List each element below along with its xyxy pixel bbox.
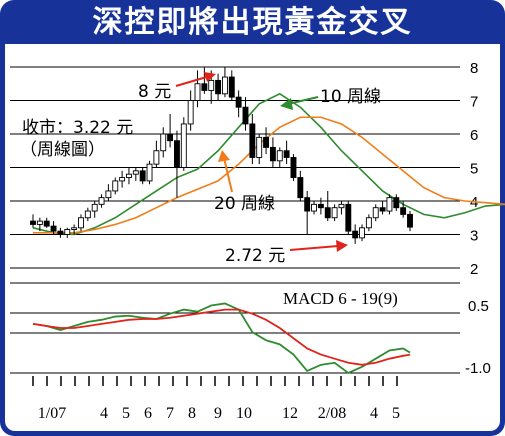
candle-body <box>242 106 249 125</box>
candle-body <box>64 229 71 235</box>
x-tick-label: 5 <box>392 405 400 422</box>
candle-body <box>263 136 270 148</box>
macd-line <box>32 302 411 375</box>
x-tick-label: 1/07 <box>38 405 66 422</box>
ma20-arrowhead <box>218 150 230 162</box>
candle-body <box>393 197 400 209</box>
x-tick-label: 9 <box>214 405 222 422</box>
y-tick-label: 8 <box>470 60 478 77</box>
macd-tick-label: 0.5 <box>468 298 489 315</box>
signal-line <box>32 308 411 366</box>
candle-body <box>228 76 235 98</box>
candle-body <box>187 100 194 125</box>
candle-body <box>78 217 84 229</box>
candle-body <box>311 203 317 212</box>
candle-body <box>139 170 146 182</box>
candle-body <box>386 197 393 212</box>
candle-body <box>276 150 283 162</box>
y-tick-label: 7 <box>470 94 478 111</box>
candle-body <box>256 136 263 158</box>
x-tick-label: 2/08 <box>318 405 346 422</box>
chart-panel <box>5 44 500 431</box>
period-label: （周線圖） <box>20 140 105 160</box>
candle-body <box>359 227 365 239</box>
ma20-arrow <box>223 157 233 193</box>
candle-body <box>235 96 242 108</box>
y-tick-label: 6 <box>470 127 478 144</box>
low-label: 2.72 元 <box>225 246 285 266</box>
candle-body <box>269 146 276 162</box>
ma10-line <box>32 92 505 236</box>
chart-title: 深控即將出現黃金交叉 <box>92 5 413 40</box>
candle-body <box>215 79 222 95</box>
candle-body <box>290 156 297 178</box>
candle-body <box>180 123 187 168</box>
macd-tick-label: -1.0 <box>465 360 491 377</box>
x-tick-label: 5 <box>122 405 130 422</box>
ma10-label: 10 周線 <box>320 87 381 107</box>
low-arrowhead <box>336 240 348 252</box>
ma20-line <box>33 116 505 234</box>
peak-label: 8 元 <box>138 82 171 102</box>
candle-body <box>50 225 57 232</box>
candle-body <box>36 220 43 225</box>
candle-body <box>352 230 359 239</box>
candle-body <box>324 207 331 219</box>
x-tick-label: 4 <box>370 405 378 422</box>
candle-body <box>283 150 290 158</box>
y-tick-label: 2 <box>470 261 478 278</box>
candle-body <box>201 83 208 91</box>
candle-body <box>338 203 345 209</box>
candle-body <box>119 177 126 182</box>
peak-arrowhead <box>204 72 216 82</box>
x-tick-label: 12 <box>282 405 298 422</box>
candle-body <box>160 133 167 152</box>
candle-body <box>407 213 413 228</box>
macd-title: MACD 6 - 19(9) <box>283 289 398 308</box>
candle-body <box>112 180 119 192</box>
candle-body <box>221 76 228 95</box>
candle-body <box>132 170 139 175</box>
y-tick-label: 5 <box>470 161 478 178</box>
low-arrow <box>289 245 339 251</box>
candle-body <box>372 207 379 219</box>
candle-body <box>345 203 352 232</box>
x-tick-label: 7 <box>166 405 174 422</box>
candle-body <box>331 207 338 219</box>
candle-body <box>71 227 78 230</box>
candle-body <box>173 140 180 168</box>
x-tick-label: 10 <box>236 405 252 422</box>
candle-body <box>249 123 256 158</box>
candle-body <box>98 197 105 205</box>
candle-body <box>194 83 201 101</box>
close-label: 收市：3.22 元 <box>22 118 133 138</box>
ma10-arrow <box>287 96 319 105</box>
candle-body <box>153 150 160 165</box>
candle-body <box>84 210 91 219</box>
y-tick-label: 3 <box>470 228 478 245</box>
candle-body <box>400 207 407 215</box>
peak-arrow <box>175 75 211 87</box>
ma20-label: 20 周線 <box>214 194 275 214</box>
candle-body <box>317 203 324 209</box>
candle-body <box>304 197 311 212</box>
candle-body <box>167 133 174 142</box>
candle-body <box>57 230 64 235</box>
candle-body <box>297 177 304 199</box>
candle-body <box>365 217 372 229</box>
candle-body <box>146 163 153 182</box>
candle-body <box>208 79 215 91</box>
ma10-arrowhead <box>280 98 293 110</box>
candle-body <box>43 220 50 227</box>
candle-body <box>105 190 112 199</box>
candle-body <box>91 203 98 212</box>
candle-body <box>379 207 386 212</box>
candle-body <box>30 220 36 225</box>
candle-body <box>126 173 132 178</box>
x-tick-label: 6 <box>144 405 152 422</box>
x-tick-label: 4 <box>100 405 108 422</box>
x-tick-label: 8 <box>188 405 196 422</box>
